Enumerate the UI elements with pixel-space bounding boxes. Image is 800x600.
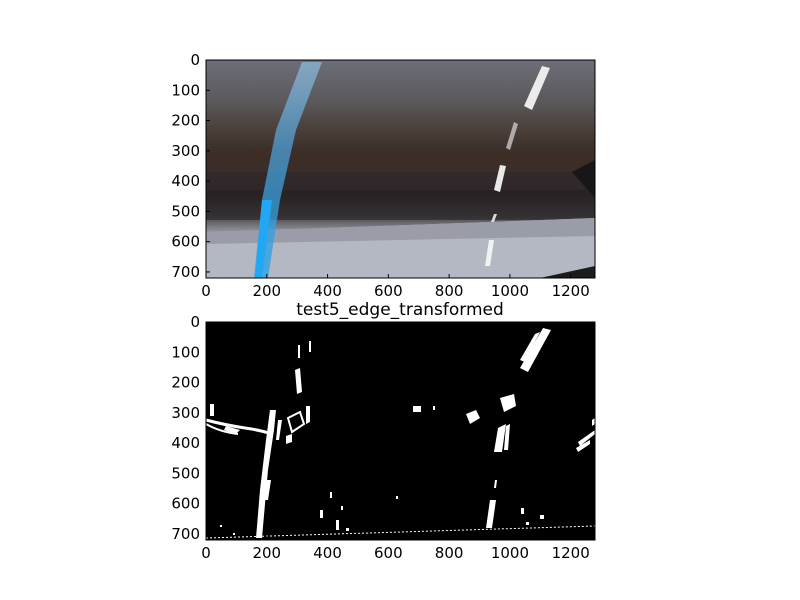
y-tick-label: 600 [171,495,200,513]
edge-frame [205,321,596,541]
edge-panel: test5_edge_transformed [171,300,596,562]
x-axis-ticks: 0 200 400 600 800 1000 1200 [201,536,590,562]
x-tick-label: 0 [201,282,211,300]
x-tick-label: 800 [435,544,464,562]
x-tick-label: 200 [252,544,281,562]
x-tick-label: 600 [374,544,403,562]
x-tick-label: 400 [313,282,342,300]
road-photo-frame [205,59,596,279]
y-tick-label: 200 [171,374,200,392]
y-tick-label: 500 [171,464,200,482]
x-tick-label: 1000 [491,282,529,300]
edge-lane-top [520,328,551,372]
y-tick-label: 600 [171,233,200,251]
white-dash-top [524,66,550,110]
edge-panel-title: test5_edge_transformed [296,300,504,320]
white-dash-mid [494,165,506,192]
x-axis-ticks: 0 200 400 600 800 1000 1200 [201,274,590,300]
y-tick-label: 100 [171,81,200,99]
x-tick-label: 1200 [552,282,590,300]
y-axis-ticks: 0 100 200 300 400 500 600 700 [171,51,210,281]
y-tick-label: 0 [190,313,200,331]
white-dash-bottom [485,240,494,266]
x-tick-label: 600 [374,282,403,300]
x-tick-label: 400 [313,544,342,562]
y-tick-label: 400 [171,434,200,452]
x-tick-label: 800 [435,282,464,300]
y-tick-label: 200 [171,112,200,130]
x-tick-label: 1200 [552,544,590,562]
y-tick-label: 300 [171,142,200,160]
edge-image [205,322,596,540]
y-tick-label: 300 [171,404,200,422]
y-axis-ticks: 0 100 200 300 400 500 600 700 [171,313,210,543]
road-photo-image [206,60,595,278]
y-tick-label: 700 [171,263,200,281]
y-tick-label: 0 [190,51,200,69]
y-tick-label: 400 [171,172,200,190]
y-tick-label: 700 [171,525,200,543]
x-tick-label: 0 [201,544,211,562]
road-photo-panel: 0 200 400 600 800 1000 1200 0 100 200 300 400 500 60… [171,51,596,300]
x-tick-label: 1000 [491,544,529,562]
x-tick-label: 200 [252,282,281,300]
y-tick-label: 500 [171,202,200,220]
y-tick-label: 100 [171,343,200,361]
